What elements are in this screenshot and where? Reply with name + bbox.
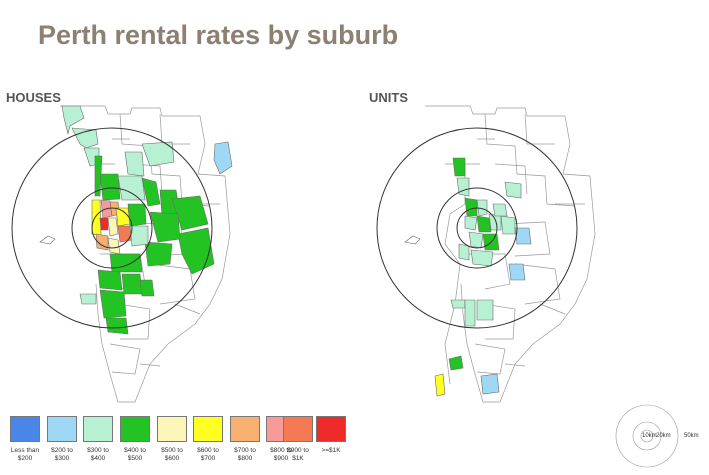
houses-map — [11, 105, 233, 403]
units-distance-rings — [376, 127, 578, 329]
legend-swatch-200-300 — [47, 416, 77, 442]
legend-label-800-900: $800 to $900 — [270, 447, 292, 462]
legend-label-200-300: $200 to $300 — [51, 447, 73, 462]
legend-swatch-600-700 — [193, 416, 223, 442]
legend-label-600-700: $600 to $700 — [197, 447, 219, 462]
houses-label: HOUSES — [6, 90, 61, 105]
legend-label-300-400: $300 to $400 — [87, 447, 109, 462]
distance-scale-key: 10km 20km 50km — [614, 402, 704, 470]
legend-swatch-lt200 — [10, 416, 40, 442]
legend-swatch-gte1k — [316, 416, 346, 442]
legend-label-400-500: $400 to $500 — [124, 447, 146, 462]
legend-label-500-600: $500 to $600 — [161, 447, 183, 462]
legend-label-gte1k: >=$1K — [321, 447, 341, 454]
scale-label-10km: 10km — [642, 433, 657, 439]
units-label: UNITS — [369, 90, 408, 105]
legend-swatch-700-800 — [230, 416, 260, 442]
houses-distance-rings — [11, 127, 213, 329]
units-map — [376, 105, 596, 403]
legend-swatch-400-500 — [120, 416, 150, 442]
legend-label-700-800: $700 to $800 — [234, 447, 256, 462]
legend-swatch-900-1k — [283, 416, 313, 442]
scale-rings — [615, 404, 679, 468]
legend-swatch-300-400 — [83, 416, 113, 442]
scale-label-20km: 20km — [656, 433, 671, 439]
legend-label-900-1k: $900 to $1K — [287, 447, 309, 462]
page-title: Perth rental rates by suburb — [38, 20, 399, 50]
scale-label-50km: 50km — [684, 433, 699, 439]
legend-swatch-500-600 — [157, 416, 187, 442]
legend-label-lt200: Less than $200 — [10, 447, 40, 462]
